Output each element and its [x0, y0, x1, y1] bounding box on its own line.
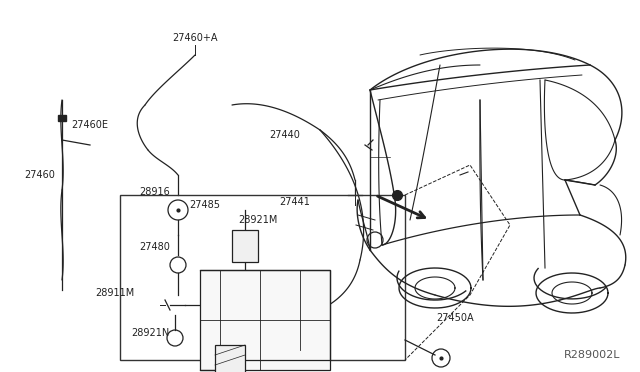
Bar [58, 115, 66, 121]
Text: R289002L: R289002L [563, 350, 620, 360]
Text: 28921N: 28921N [131, 328, 169, 338]
Bar [200, 270, 330, 370]
Text: 27450A: 27450A [436, 313, 474, 323]
Text: 27485: 27485 [189, 200, 221, 210]
Bar [232, 230, 258, 262]
Text: 28911M: 28911M [95, 288, 134, 298]
Text: 27480: 27480 [140, 242, 170, 252]
Text: 27460: 27460 [24, 170, 56, 180]
Bar [120, 195, 405, 360]
Bar [215, 345, 245, 372]
Text: 28921M: 28921M [238, 215, 278, 225]
Text: 27440: 27440 [269, 130, 300, 140]
Text: 27441: 27441 [280, 197, 310, 207]
Text: 28916: 28916 [140, 187, 170, 197]
Text: 27460E: 27460E [72, 120, 109, 130]
Text: 27460+A: 27460+A [172, 33, 218, 43]
